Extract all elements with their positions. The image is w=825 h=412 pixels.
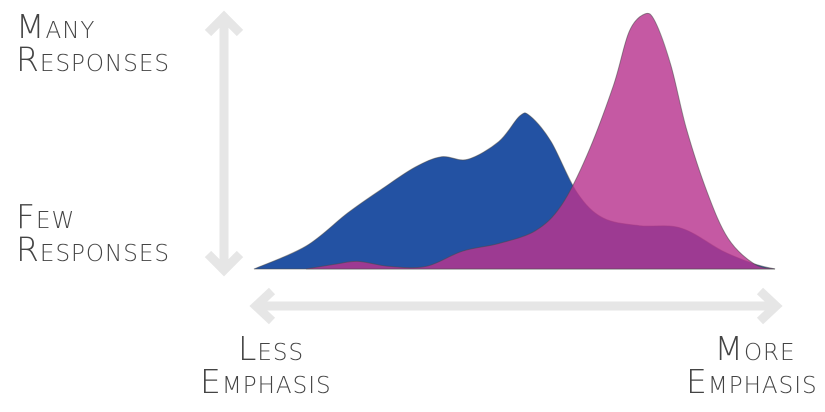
horizontal-arrow-head-left [249,287,276,325]
x-axis-left-label-line-2: Emphasis [200,362,332,401]
x-axis-right-label-line-2: Emphasis [686,362,818,401]
vertical-arrow-head-top [204,10,244,37]
y-axis-top-label-line-1: Many [16,7,96,46]
y-axis-bottom-label-line-1: Few [16,197,76,236]
series-layer [253,12,776,270]
x-axis-left-label: Less Emphasis [200,332,332,398]
x-axis-left-label-line-1: Less [238,329,305,368]
y-axis-top-label-line-2: Responses [16,40,170,79]
horizontal-arrow-head-right [756,287,783,325]
y-axis-bottom-label-line-2: Responses [16,230,170,269]
series-2-area [306,12,776,270]
vertical-arrow-head-bottom [204,250,244,277]
y-axis-top-label: Many Responses [16,10,170,76]
y-axis-bottom-label: Few Responses [16,200,170,266]
x-axis-right-label-line-1: More [714,329,796,368]
x-axis-right-label: More Emphasis [686,332,818,398]
